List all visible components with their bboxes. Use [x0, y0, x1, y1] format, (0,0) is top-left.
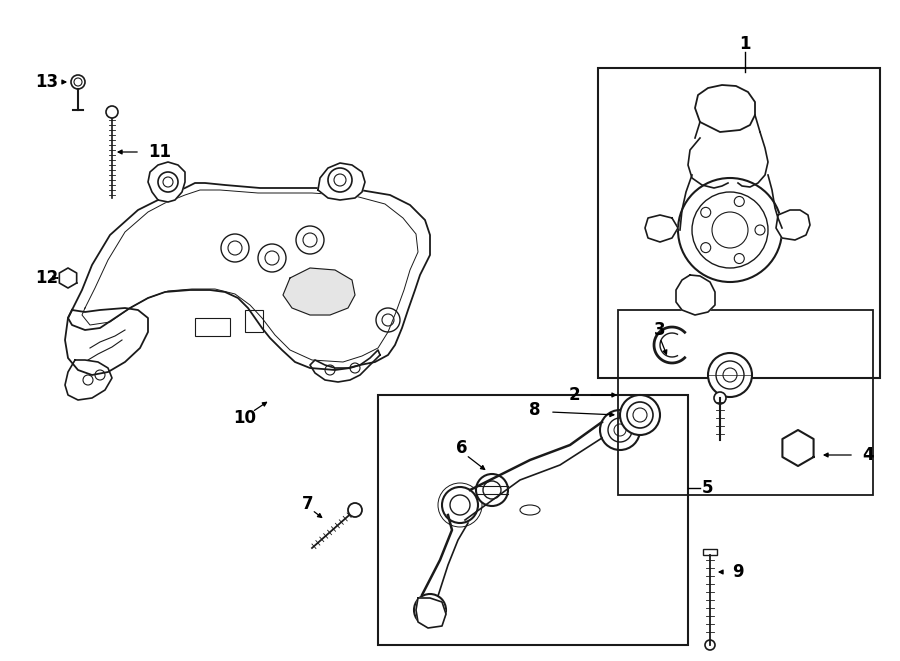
Polygon shape: [695, 85, 755, 132]
Text: 6: 6: [456, 439, 468, 457]
Polygon shape: [776, 210, 810, 240]
Bar: [618, 310, 873, 495]
Polygon shape: [782, 430, 814, 466]
Polygon shape: [68, 183, 430, 370]
Text: 3: 3: [654, 321, 666, 339]
Text: 5: 5: [702, 479, 714, 497]
Text: 13: 13: [35, 73, 58, 91]
Bar: [703, 549, 717, 555]
Circle shape: [714, 392, 726, 404]
Text: 10: 10: [233, 409, 256, 427]
Text: 4: 4: [862, 446, 874, 464]
Bar: [598, 68, 880, 378]
Polygon shape: [645, 215, 678, 242]
Polygon shape: [416, 598, 446, 628]
Polygon shape: [65, 360, 112, 400]
Circle shape: [476, 474, 508, 506]
Text: 2: 2: [569, 386, 580, 404]
Text: 12: 12: [35, 269, 58, 287]
Polygon shape: [283, 268, 355, 315]
Text: 8: 8: [528, 401, 540, 419]
Bar: [245, 310, 263, 332]
Bar: [378, 395, 688, 645]
Polygon shape: [676, 275, 715, 315]
Polygon shape: [148, 162, 185, 202]
Circle shape: [620, 395, 660, 435]
Polygon shape: [310, 350, 380, 382]
Circle shape: [708, 353, 752, 397]
Text: 9: 9: [732, 563, 743, 581]
Polygon shape: [65, 308, 148, 375]
Polygon shape: [59, 268, 76, 288]
Polygon shape: [318, 163, 365, 200]
Text: 11: 11: [148, 143, 171, 161]
Circle shape: [106, 106, 118, 118]
Circle shape: [71, 75, 85, 89]
Text: 7: 7: [302, 495, 314, 513]
Circle shape: [348, 503, 362, 517]
Text: 1: 1: [739, 35, 751, 53]
Circle shape: [705, 640, 715, 650]
Bar: [195, 318, 230, 336]
